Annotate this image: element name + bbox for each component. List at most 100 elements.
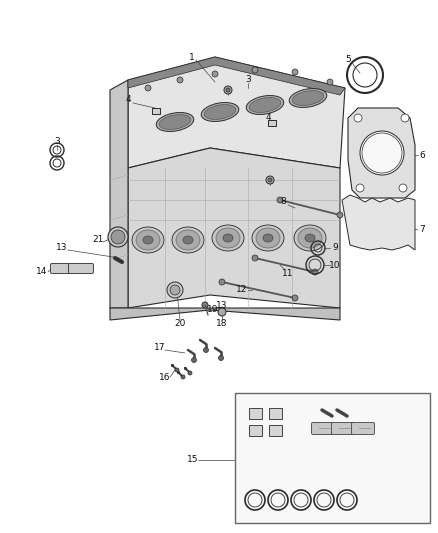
Circle shape (327, 79, 333, 85)
Text: 18: 18 (216, 319, 228, 327)
Polygon shape (110, 80, 128, 308)
Bar (249, 425, 262, 436)
Polygon shape (128, 148, 340, 308)
Text: 3: 3 (297, 505, 303, 514)
Circle shape (219, 279, 225, 285)
Ellipse shape (216, 228, 240, 248)
FancyBboxPatch shape (152, 108, 160, 114)
Circle shape (188, 371, 192, 375)
Text: 13: 13 (56, 244, 68, 253)
Text: 4: 4 (125, 95, 131, 104)
Text: 15: 15 (187, 456, 199, 464)
Text: 4: 4 (243, 435, 249, 445)
Polygon shape (342, 195, 415, 250)
Circle shape (277, 197, 283, 203)
Circle shape (181, 375, 185, 379)
Circle shape (292, 69, 298, 75)
Text: 3: 3 (54, 136, 60, 146)
Text: 11: 11 (282, 269, 294, 278)
Circle shape (202, 302, 208, 308)
Circle shape (224, 86, 232, 94)
Text: 17: 17 (154, 343, 166, 352)
Circle shape (219, 356, 223, 360)
Text: 1: 1 (189, 52, 195, 61)
Bar (235, 393, 430, 523)
Circle shape (354, 114, 362, 122)
Polygon shape (128, 57, 345, 95)
Ellipse shape (223, 234, 233, 242)
Bar (249, 408, 262, 419)
Ellipse shape (298, 228, 322, 248)
Circle shape (108, 227, 128, 247)
Ellipse shape (249, 98, 281, 112)
FancyBboxPatch shape (50, 263, 75, 273)
Circle shape (204, 348, 208, 352)
Ellipse shape (246, 95, 284, 115)
Circle shape (212, 71, 218, 77)
Text: 14: 14 (36, 268, 48, 277)
Circle shape (111, 230, 125, 244)
Bar (269, 425, 282, 436)
Circle shape (401, 114, 409, 122)
Ellipse shape (136, 230, 160, 250)
FancyBboxPatch shape (268, 120, 276, 126)
Circle shape (312, 269, 318, 275)
Circle shape (170, 285, 180, 295)
Circle shape (252, 67, 258, 73)
Text: 8: 8 (280, 198, 286, 206)
Bar (269, 408, 282, 419)
Polygon shape (348, 108, 415, 198)
Ellipse shape (294, 225, 326, 251)
Text: 13: 13 (324, 400, 336, 408)
Ellipse shape (172, 227, 204, 253)
Ellipse shape (156, 112, 194, 132)
Text: 16: 16 (159, 373, 171, 382)
Ellipse shape (292, 91, 324, 106)
Ellipse shape (176, 230, 200, 250)
Circle shape (145, 85, 151, 91)
Ellipse shape (201, 102, 239, 122)
Circle shape (356, 184, 364, 192)
Circle shape (337, 212, 343, 218)
Circle shape (167, 282, 183, 298)
Circle shape (177, 77, 183, 83)
Text: 2: 2 (225, 87, 231, 96)
FancyBboxPatch shape (352, 423, 374, 434)
FancyBboxPatch shape (311, 423, 335, 434)
Ellipse shape (289, 88, 327, 108)
Text: 10: 10 (329, 261, 341, 270)
Ellipse shape (132, 227, 164, 253)
Text: 7: 7 (419, 225, 425, 235)
Circle shape (226, 88, 230, 92)
Circle shape (399, 184, 407, 192)
Ellipse shape (263, 234, 273, 242)
Ellipse shape (204, 104, 236, 119)
Text: 20: 20 (174, 319, 186, 327)
Circle shape (191, 358, 197, 362)
Circle shape (266, 176, 274, 184)
Text: 4: 4 (265, 112, 271, 122)
Ellipse shape (143, 236, 153, 244)
Polygon shape (128, 57, 345, 168)
Text: 3: 3 (245, 76, 251, 85)
Circle shape (175, 368, 179, 372)
Circle shape (360, 131, 404, 175)
Text: 5: 5 (345, 55, 351, 64)
Text: 14: 14 (362, 418, 374, 427)
FancyBboxPatch shape (68, 263, 93, 273)
Ellipse shape (212, 225, 244, 251)
Ellipse shape (256, 228, 280, 248)
Text: 13: 13 (216, 301, 228, 310)
Ellipse shape (252, 225, 284, 251)
Text: 21: 21 (92, 236, 104, 245)
Ellipse shape (159, 115, 191, 130)
Ellipse shape (183, 236, 193, 244)
Text: 6: 6 (419, 150, 425, 159)
Circle shape (252, 255, 258, 261)
Text: 12: 12 (237, 286, 247, 295)
Circle shape (268, 178, 272, 182)
Circle shape (218, 308, 226, 316)
Circle shape (292, 295, 298, 301)
FancyBboxPatch shape (332, 423, 354, 434)
Ellipse shape (305, 234, 315, 242)
